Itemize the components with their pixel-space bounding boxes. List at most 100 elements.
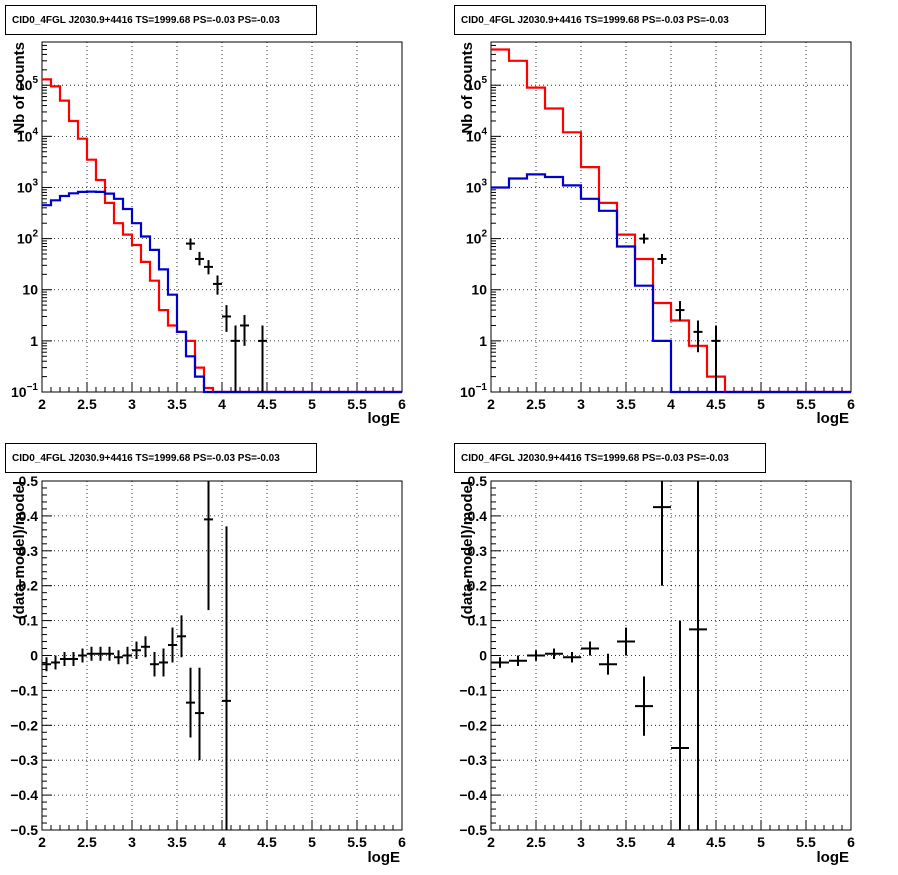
- x-tick-label: 4.5: [706, 834, 726, 850]
- y-tick-label: 0.2: [19, 578, 39, 594]
- y-tick-exponent: 5: [481, 75, 487, 86]
- y-tick-label: 0.3: [468, 543, 488, 559]
- data-point: [60, 652, 69, 666]
- data-point: [204, 481, 213, 611]
- data-point: [222, 526, 231, 830]
- y-tick-label: 104: [17, 126, 39, 144]
- y-tick-exponent: −1: [476, 382, 488, 393]
- x-tick-label: 4: [218, 834, 226, 850]
- y-tick-mantissa: 10: [466, 179, 482, 195]
- x-tick-label: 5: [757, 834, 765, 850]
- chart-panel-1: CID0_4FGL J2030.9+4416 TS=1999.68 PS=-0.…: [5, 5, 406, 427]
- y-tick-label: 0.2: [468, 578, 488, 594]
- y-tick-exponent: 2: [32, 229, 38, 240]
- y-tick-label: 102: [466, 229, 488, 247]
- x-tick-label: 3.5: [167, 396, 187, 412]
- data-point: [639, 233, 649, 244]
- y-tick-mantissa: 10: [460, 384, 476, 400]
- data-point: [527, 650, 545, 661]
- y-tick-label: 10: [471, 282, 487, 298]
- histogram-source: [491, 173, 851, 394]
- x-tick-label: 6: [847, 834, 855, 850]
- grid-lines: [491, 42, 851, 392]
- data-point: [87, 646, 96, 661]
- x-tick-label: 6: [398, 396, 406, 412]
- data-point: [168, 627, 177, 663]
- y-tick-label: 105: [466, 75, 488, 93]
- y-tick-label: 0.5: [468, 473, 488, 489]
- data-point: [545, 648, 563, 659]
- y-axis-label: (data-model)/model: [11, 481, 28, 619]
- data-point: [240, 315, 249, 346]
- histogram-source: [42, 190, 402, 394]
- x-tick-label: 5.5: [347, 396, 367, 412]
- data-point: [159, 648, 168, 677]
- y-tick-exponent: 3: [481, 177, 487, 188]
- y-tick-label: −0.4: [459, 787, 487, 803]
- y-tick-label: 0.4: [19, 508, 39, 524]
- data-point: [141, 636, 150, 658]
- x-tick-label: 3.5: [616, 834, 636, 850]
- grid-lines: [491, 481, 851, 830]
- x-tick-label: 3: [128, 396, 136, 412]
- y-tick-label: 0: [479, 648, 487, 664]
- y-tick-label: −0.4: [10, 787, 38, 803]
- data-point: [177, 615, 186, 658]
- x-axis-label: logE: [817, 849, 850, 866]
- y-tick-label: 0.1: [19, 613, 39, 629]
- title-box: [454, 5, 766, 35]
- y-tick-label: 102: [17, 229, 39, 247]
- x-tick-label: 2.5: [77, 834, 97, 850]
- x-tick-label: 3.5: [616, 396, 636, 412]
- y-tick-mantissa: 10: [17, 128, 33, 144]
- chart-title: CID0_4FGL J2030.9+4416 TS=1999.68 PS=-0.…: [12, 453, 280, 464]
- data-point: [675, 301, 685, 321]
- y-tick-exponent: 5: [32, 75, 38, 86]
- x-tick-label: 5.5: [796, 834, 816, 850]
- x-tick-label: 2.5: [526, 834, 546, 850]
- data-point: [42, 657, 51, 672]
- y-tick-mantissa: 10: [466, 128, 482, 144]
- y-tick-label: 1: [30, 333, 38, 349]
- x-tick-label: 3: [577, 834, 585, 850]
- y-axis-label: Nb of counts: [459, 42, 476, 134]
- y-tick-label: −0.2: [459, 717, 487, 733]
- x-tick-label: 5: [757, 396, 765, 412]
- data-point: [96, 646, 105, 661]
- data-point: [671, 620, 689, 830]
- y-tick-label: 0.3: [19, 543, 39, 559]
- data-point: [222, 305, 231, 332]
- y-tick-exponent: 2: [481, 229, 487, 240]
- chart-panel-3: CID0_4FGL J2030.9+4416 TS=1999.68 PS=-0.…: [5, 443, 406, 866]
- x-tick-label: 5.5: [796, 396, 816, 412]
- data-point: [105, 646, 114, 661]
- data-point: [186, 238, 195, 250]
- x-axis-label: logE: [368, 410, 401, 427]
- title-box: [5, 5, 317, 35]
- data-point: [491, 657, 509, 668]
- y-tick-mantissa: 10: [11, 384, 27, 400]
- x-tick-label: 2.5: [526, 396, 546, 412]
- y-tick-label: −0.1: [10, 682, 38, 698]
- y-tick-label: 10−1: [11, 382, 38, 400]
- y-tick-label: 104: [466, 126, 488, 144]
- data-point: [195, 667, 204, 761]
- data-point: [114, 650, 123, 665]
- data-point: [123, 646, 132, 665]
- y-axis-label: (data-model)/model: [459, 481, 476, 619]
- x-tick-label: 3.5: [167, 834, 187, 850]
- x-tick-label: 2: [38, 834, 46, 850]
- x-tick-label: 5: [308, 834, 316, 850]
- y-tick-label: −0.5: [459, 822, 487, 838]
- x-tick-label: 2: [487, 396, 495, 412]
- x-tick-label: 2: [38, 396, 46, 412]
- y-tick-exponent: −1: [27, 382, 39, 393]
- data-point: [689, 481, 707, 830]
- y-tick-mantissa: 10: [466, 77, 482, 93]
- x-tick-label: 3: [128, 834, 136, 850]
- y-tick-exponent: 4: [32, 126, 38, 137]
- x-tick-label: 4: [667, 396, 675, 412]
- y-tick-label: 1: [479, 333, 487, 349]
- y-tick-label: 10−1: [460, 382, 487, 400]
- y-axis-label: Nb of counts: [11, 42, 28, 134]
